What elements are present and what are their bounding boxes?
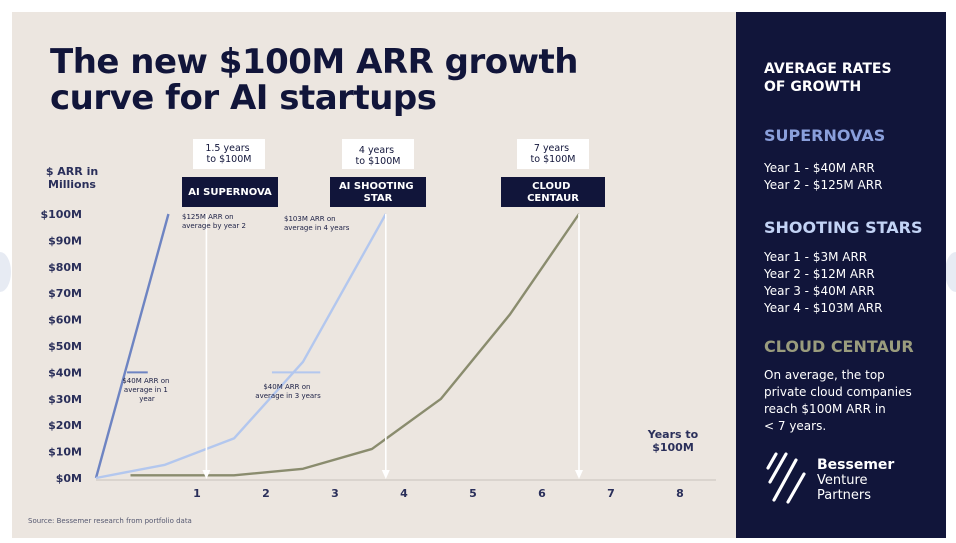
annotation-supernova-y1: $40M ARR on average in 1 year bbox=[122, 377, 171, 403]
shooting-category-box bbox=[330, 177, 426, 207]
marker-layer bbox=[202, 214, 583, 479]
right-edge-decoration bbox=[945, 252, 956, 292]
supernova-years-box bbox=[193, 139, 265, 169]
y-tick-label: $90M bbox=[48, 234, 82, 247]
shooting-category-label: AI SHOOTING STAR bbox=[339, 181, 417, 204]
supernova-category-box bbox=[182, 177, 278, 207]
logo-line-1: Bessemer bbox=[817, 457, 895, 473]
x-axis-label-line-2: $100M bbox=[652, 441, 694, 454]
supernova-years-text: 1.5 years to $100M bbox=[205, 143, 252, 165]
shooting-years-box bbox=[342, 139, 414, 169]
logo-line-2: Venture bbox=[817, 473, 868, 488]
shooting-stars-title: SHOOTING STARS bbox=[764, 218, 923, 237]
series-line-supernova bbox=[94, 213, 170, 479]
marker-cloud-centaur: 7 years to $100M CLOUD CENTAUR bbox=[501, 139, 605, 207]
y-tick-label: $0M bbox=[56, 472, 82, 485]
series-layer bbox=[94, 213, 580, 480]
cloud-centaur-line-3: reach $100M ARR in bbox=[764, 402, 886, 416]
supernovas-title: SUPERNOVAS bbox=[764, 126, 886, 145]
x-axis-label-line-1: Years to bbox=[647, 428, 699, 441]
y-axis-label-line-2: Millions bbox=[48, 178, 96, 191]
y-tick-label: $100M bbox=[40, 208, 82, 221]
y-tick-label: $30M bbox=[48, 393, 82, 406]
x-tick-label: 8 bbox=[676, 487, 684, 500]
bessemer-logo-text: Bessemer Venture Partners bbox=[817, 457, 895, 504]
panel-heading-line-2: OF GROWTH bbox=[764, 79, 862, 95]
source-note: Source: Bessemer research from portfolio… bbox=[28, 517, 192, 525]
y-tick-label: $20M bbox=[48, 419, 82, 432]
annotation-shooting-y4: $103M ARR on average in 4 years bbox=[284, 215, 350, 232]
marker-shooting-star: 4 years to $100M AI SHOOTING STAR bbox=[330, 139, 426, 207]
y-axis-label-line-1: $ ARR in bbox=[46, 165, 98, 178]
x-tick-label: 2 bbox=[262, 487, 270, 500]
centaur-category-box bbox=[501, 177, 605, 207]
title-line-1: The new $100M ARR growth bbox=[50, 42, 578, 82]
centaur-category-label: CLOUD CENTAUR bbox=[527, 181, 579, 204]
x-tick-label: 7 bbox=[607, 487, 615, 500]
shooting-stars-line-4: Year 4 - $103M ARR bbox=[764, 301, 883, 315]
y-tick-label: $80M bbox=[48, 261, 82, 274]
y-tick-label: $40M bbox=[48, 366, 82, 379]
logo-line-3: Partners bbox=[817, 488, 872, 503]
growth-rates-panel: AVERAGE RATES OF GROWTH SUPERNOVAS Year … bbox=[736, 12, 946, 538]
x-tick-label: 1 bbox=[193, 487, 201, 500]
growth-chart: $ ARR in Millions Years to $100M $0M $10M… bbox=[28, 139, 716, 525]
cloud-centaur-line-4: < 7 years. bbox=[764, 419, 827, 433]
slide: The new $100M ARR growth curve for AI st… bbox=[12, 12, 946, 538]
supernovas-line-1: Year 1 - $40M ARR bbox=[764, 161, 875, 175]
cloud-centaur-title: CLOUD CENTAUR bbox=[764, 337, 914, 356]
marker-supernova: 1.5 years to $100M AI SUPERNOVA bbox=[182, 139, 278, 207]
y-tick-label: $50M bbox=[48, 340, 82, 353]
shooting-stars-line-2: Year 2 - $12M ARR bbox=[764, 267, 875, 281]
y-tick-label: $70M bbox=[48, 287, 82, 300]
cloud-centaur-line-1: On average, the top bbox=[764, 368, 885, 382]
shooting-stars-line-1: Year 1 - $3M ARR bbox=[764, 250, 868, 264]
axis-layer: $0M $10M $20M $30M $40M $50M $60M $70M $80M $90M $… bbox=[40, 208, 716, 500]
centaur-years-text: 7 years to $100M bbox=[531, 143, 576, 165]
x-tick-label: 5 bbox=[469, 487, 477, 500]
marker-arrow-head-2 bbox=[575, 470, 583, 479]
shooting-stars-line-3: Year 3 - $40M ARR bbox=[764, 284, 875, 298]
series-line-shooting_star bbox=[95, 213, 387, 480]
supernova-category-label: AI SUPERNOVA bbox=[188, 187, 272, 198]
annotation-supernova-y2: $125M ARR on average by year 2 bbox=[182, 213, 246, 230]
cloud-centaur-line-2: private cloud companies bbox=[764, 385, 912, 399]
supernovas-line-2: Year 2 - $125M ARR bbox=[764, 178, 883, 192]
left-edge-decoration bbox=[0, 252, 11, 292]
panel-heading: AVERAGE RATES OF GROWTH bbox=[764, 60, 892, 96]
x-tick-label: 3 bbox=[331, 487, 339, 500]
x-tick-label: 4 bbox=[400, 487, 408, 500]
series-line-cloud_centaur bbox=[130, 213, 580, 477]
x-tick-label: 6 bbox=[538, 487, 546, 500]
centaur-years-box bbox=[517, 139, 589, 169]
marker-arrow-head-0 bbox=[202, 470, 211, 479]
y-tick-label: $10M bbox=[48, 446, 82, 459]
annotation-shooting-y3: $40M ARR on average in 3 years bbox=[255, 383, 321, 400]
panel-heading-line-1: AVERAGE RATES bbox=[764, 61, 892, 77]
page-title: The new $100M ARR growth curve for AI st… bbox=[50, 44, 578, 116]
y-tick-label: $60M bbox=[48, 314, 82, 327]
title-line-2: curve for AI startups bbox=[50, 78, 437, 118]
marker-arrow-head-1 bbox=[381, 470, 390, 479]
bessemer-logo-icon bbox=[766, 452, 806, 504]
shooting-years-text: 4 years to $100M bbox=[356, 145, 401, 167]
